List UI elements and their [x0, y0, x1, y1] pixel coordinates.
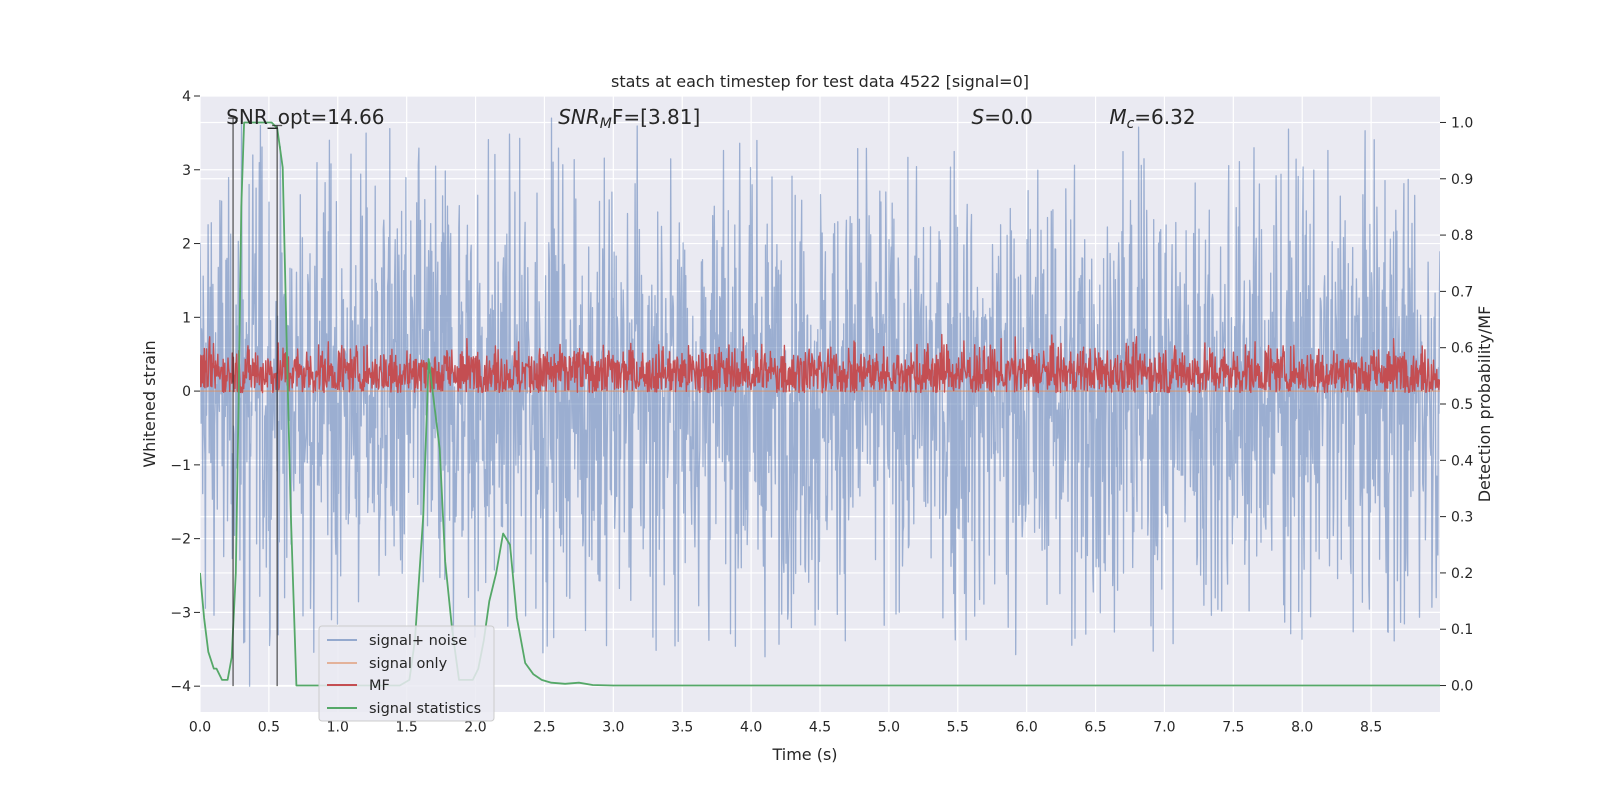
- series-line: [200, 117, 1440, 687]
- y-tick-label: −2: [170, 532, 191, 548]
- x-tick-label: 1.0: [327, 720, 349, 736]
- y-axis-ticks: −4 −3 −2 −1 0 1 2 3 4: [170, 89, 200, 695]
- legend-entry-mf: MF: [327, 678, 390, 694]
- x-axis-label: Time (s): [771, 745, 837, 764]
- legend-entry-signal-only: signal only: [327, 656, 448, 672]
- y2-tick-label: 0.7: [1451, 284, 1473, 300]
- x-tick-label: 5.5: [947, 720, 969, 736]
- y2-axis-ticks: 0.0 0.1 0.2 0.3 0.4 0.5 0.6 0.7 0.8 0.9 1.0: [1440, 115, 1473, 695]
- marker-layer: [228, 117, 283, 687]
- x-tick-label: 2.0: [464, 720, 486, 736]
- y-tick-label: 4: [182, 89, 191, 105]
- annotation-snr-mf: SNRMF=[3.81]: [558, 105, 700, 132]
- legend-label-signal-only: signal only: [369, 656, 448, 672]
- series-signal-noise: [200, 117, 1440, 687]
- y2-tick-label: 0.6: [1451, 341, 1473, 357]
- y-tick-label: 0: [182, 384, 191, 400]
- y2-tick-label: 0.9: [1451, 172, 1473, 188]
- x-tick-label: 0.0: [189, 720, 211, 736]
- y-tick-label: 3: [182, 163, 191, 179]
- x-tick-label: 3.5: [671, 720, 693, 736]
- y-tick-label: 2: [182, 237, 191, 253]
- series-layer: [200, 117, 1440, 687]
- x-tick-label: 8.0: [1291, 720, 1313, 736]
- series-line: [200, 121, 1440, 687]
- y2-tick-label: 0.1: [1451, 622, 1473, 638]
- x-tick-label: 4.5: [809, 720, 831, 736]
- y2-tick-label: 0.2: [1451, 566, 1473, 582]
- x-tick-label: 0.5: [258, 720, 280, 736]
- y2-tick-label: 0.8: [1451, 228, 1473, 244]
- legend-label-signal-noise: signal+ noise: [369, 633, 467, 649]
- y-tick-label: −3: [170, 605, 191, 621]
- legend-frame: [318, 625, 495, 722]
- x-tick-label: 6.5: [1084, 720, 1106, 736]
- y2-tick-label: 1.0: [1451, 115, 1473, 131]
- x-tick-label: 8.5: [1360, 720, 1382, 736]
- series-mf: [200, 333, 1440, 394]
- x-tick-label: 3.0: [602, 720, 624, 736]
- x-axis-ticks: 0.0 0.5 1.0 1.5 2.0 2.5 3.0 3.5 4.0 4.5 5.0 5.5 6.0 6…: [189, 720, 1382, 736]
- x-tick-label: 4.0: [740, 720, 762, 736]
- y-tick-label: −4: [170, 679, 191, 695]
- y2-tick-label: 0.3: [1451, 510, 1473, 526]
- y2-tick-label: 0.5: [1451, 397, 1473, 413]
- legend-label-mf: MF: [369, 678, 390, 694]
- x-tick-label: 1.5: [396, 720, 418, 736]
- annotation-mc: Mc=6.32: [1109, 105, 1195, 132]
- y2-axis-label: Detection probability/MF: [1475, 306, 1494, 503]
- y-tick-label: −1: [170, 458, 191, 474]
- x-tick-label: 7.5: [1222, 720, 1244, 736]
- legend-entry-signal-noise: signal+ noise: [327, 633, 467, 649]
- x-tick-label: 5.0: [878, 720, 900, 736]
- chart-title: stats at each timestep for test data 452…: [611, 72, 1029, 91]
- y-axis-label: Whitened strain: [140, 340, 159, 467]
- legend-entry-signal-statistics: signal statistics: [327, 701, 481, 717]
- legend-label-signal-statistics: signal statistics: [369, 701, 481, 717]
- annotation-s-stat: S=0.0: [972, 105, 1033, 129]
- x-tick-label: 2.5: [533, 720, 555, 736]
- legend: signal+ noise signal only MF signal stat…: [318, 625, 495, 722]
- x-tick-label: 6.0: [1016, 720, 1038, 736]
- series-line: [200, 333, 1440, 394]
- y2-tick-label: 0.0: [1451, 679, 1473, 695]
- series-signal-statistics: [200, 121, 1440, 687]
- annotation-snr-opt: SNR_opt=14.66: [226, 105, 384, 129]
- x-tick-label: 7.0: [1153, 720, 1175, 736]
- y2-tick-label: 0.4: [1451, 453, 1473, 469]
- annotations: SNR_opt=14.66 SNRMF=[3.81] S=0.0 Mc=6.32: [226, 105, 1195, 132]
- y-tick-label: 1: [182, 310, 191, 326]
